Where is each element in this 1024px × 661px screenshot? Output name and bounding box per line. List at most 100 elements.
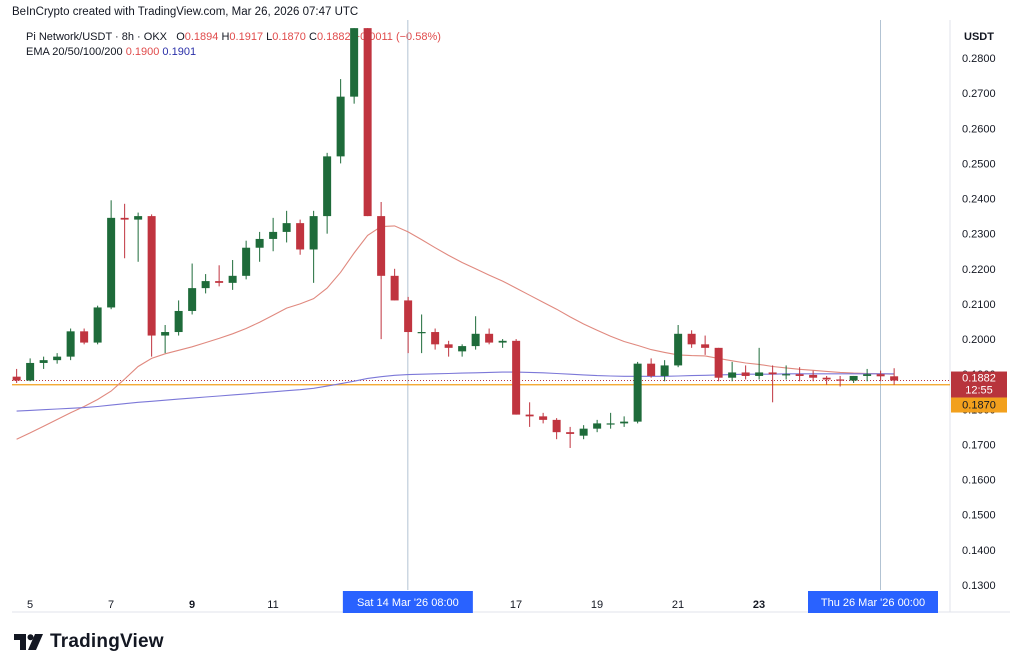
candle-up: [633, 361, 642, 424]
ohlc-row: Pi Network/USDT · 8h · OKX O0.1894 H0.19…: [26, 30, 441, 45]
candle-body: [836, 379, 845, 381]
close-value: 0.1882: [316, 31, 351, 43]
candle-body: [633, 363, 642, 422]
candle-down: [80, 328, 89, 345]
ema-long-value: 0.1901: [162, 46, 197, 58]
candle-down: [390, 268, 399, 301]
candle-body: [822, 377, 831, 380]
ema-label[interactable]: EMA 20/50/100/200: [26, 46, 123, 58]
chart-legend: Pi Network/USDT · 8h · OKX O0.1894 H0.19…: [26, 30, 441, 60]
candle-body: [242, 247, 251, 276]
candle-up: [53, 353, 62, 364]
candle-body: [296, 223, 305, 250]
candle-down: [12, 368, 21, 383]
candle-up: [134, 212, 143, 262]
y-axis-unit: USDT: [964, 31, 994, 43]
high-value: 0.1917: [229, 31, 264, 43]
candle-down: [431, 328, 440, 350]
candle-up: [782, 365, 791, 380]
grid: [12, 20, 1010, 613]
candle-body: [390, 275, 399, 301]
countdown-label: 12:55: [965, 385, 993, 397]
open-value: 0.1894: [184, 31, 219, 43]
candle-down: [539, 412, 548, 424]
candle-up: [174, 300, 183, 336]
y-tick-label: 0.1500: [962, 510, 996, 522]
x-tick-label: 7: [108, 599, 114, 611]
candle-body: [809, 374, 818, 378]
candle-body: [741, 372, 750, 376]
candle-down: [444, 340, 453, 357]
candle-body: [282, 223, 291, 232]
candles: [12, 28, 899, 448]
candle-body: [512, 340, 521, 415]
candle-up: [579, 425, 588, 440]
close-label: C: [308, 31, 317, 43]
candle-up: [755, 347, 764, 380]
candle-body: [107, 217, 116, 308]
candle-down: [701, 335, 710, 355]
candle-up: [660, 360, 669, 382]
candle-up: [188, 263, 197, 315]
x-tick-label: 23: [753, 599, 765, 611]
candle-body: [498, 340, 507, 343]
crosshair-time-label-bg: [808, 591, 938, 613]
last-price-label: 0.1882: [962, 373, 996, 385]
candle-up: [228, 260, 237, 290]
candle-down: [714, 347, 723, 382]
candle-up: [498, 339, 507, 348]
x-tick-label: 5: [27, 599, 33, 611]
candle-down: [525, 402, 534, 427]
candle-body: [93, 307, 102, 343]
candle-up: [161, 325, 170, 354]
candle-body: [674, 333, 683, 366]
crosshair-time-label-bg: [342, 591, 473, 613]
candle-body: [26, 362, 35, 381]
y-tick-label: 0.2500: [962, 158, 996, 170]
candle-up: [674, 325, 683, 368]
candle-down: [552, 418, 561, 440]
candle-body: [701, 344, 710, 348]
candle-up: [336, 79, 345, 164]
candle-body: [876, 374, 885, 377]
candle-down: [836, 375, 845, 387]
candle-down: [795, 367, 804, 382]
candle-body: [417, 332, 426, 334]
y-tick-label: 0.2400: [962, 194, 996, 206]
candle-body: [80, 331, 89, 343]
ema-short-line: [16, 225, 895, 440]
candle-body: [120, 217, 129, 220]
candle-body: [647, 363, 656, 376]
low-price-label-bg: [951, 397, 1007, 413]
candle-body: [606, 423, 615, 425]
candle-body: [795, 374, 804, 376]
candle-up: [282, 210, 291, 243]
candle-body: [53, 356, 62, 361]
candle-down: [876, 370, 885, 382]
candle-body: [620, 421, 629, 424]
y-tick-label: 0.1300: [962, 580, 996, 592]
candle-body: [188, 288, 197, 311]
candle-up: [471, 316, 480, 350]
symbol-label[interactable]: Pi Network/USDT · 8h · OKX: [26, 31, 167, 43]
candle-down: [363, 28, 372, 217]
candle-body: [174, 310, 183, 333]
tradingview-logo[interactable]: TradingView: [14, 630, 164, 654]
candle-body: [728, 372, 737, 378]
candle-down: [768, 365, 777, 403]
candle-body: [863, 374, 872, 376]
candle-body: [134, 216, 143, 220]
candle-up: [458, 344, 467, 357]
candle-body: [579, 428, 588, 436]
candle-down: [215, 265, 224, 287]
candle-up: [606, 412, 615, 429]
candle-up: [620, 416, 629, 427]
candle-body: [458, 346, 467, 352]
candle-body: [269, 231, 278, 239]
candle-body: [593, 423, 602, 429]
y-tick-label: 0.2300: [962, 229, 996, 241]
candle-up: [323, 152, 332, 234]
candle-up: [201, 274, 210, 294]
candle-down: [809, 370, 818, 382]
